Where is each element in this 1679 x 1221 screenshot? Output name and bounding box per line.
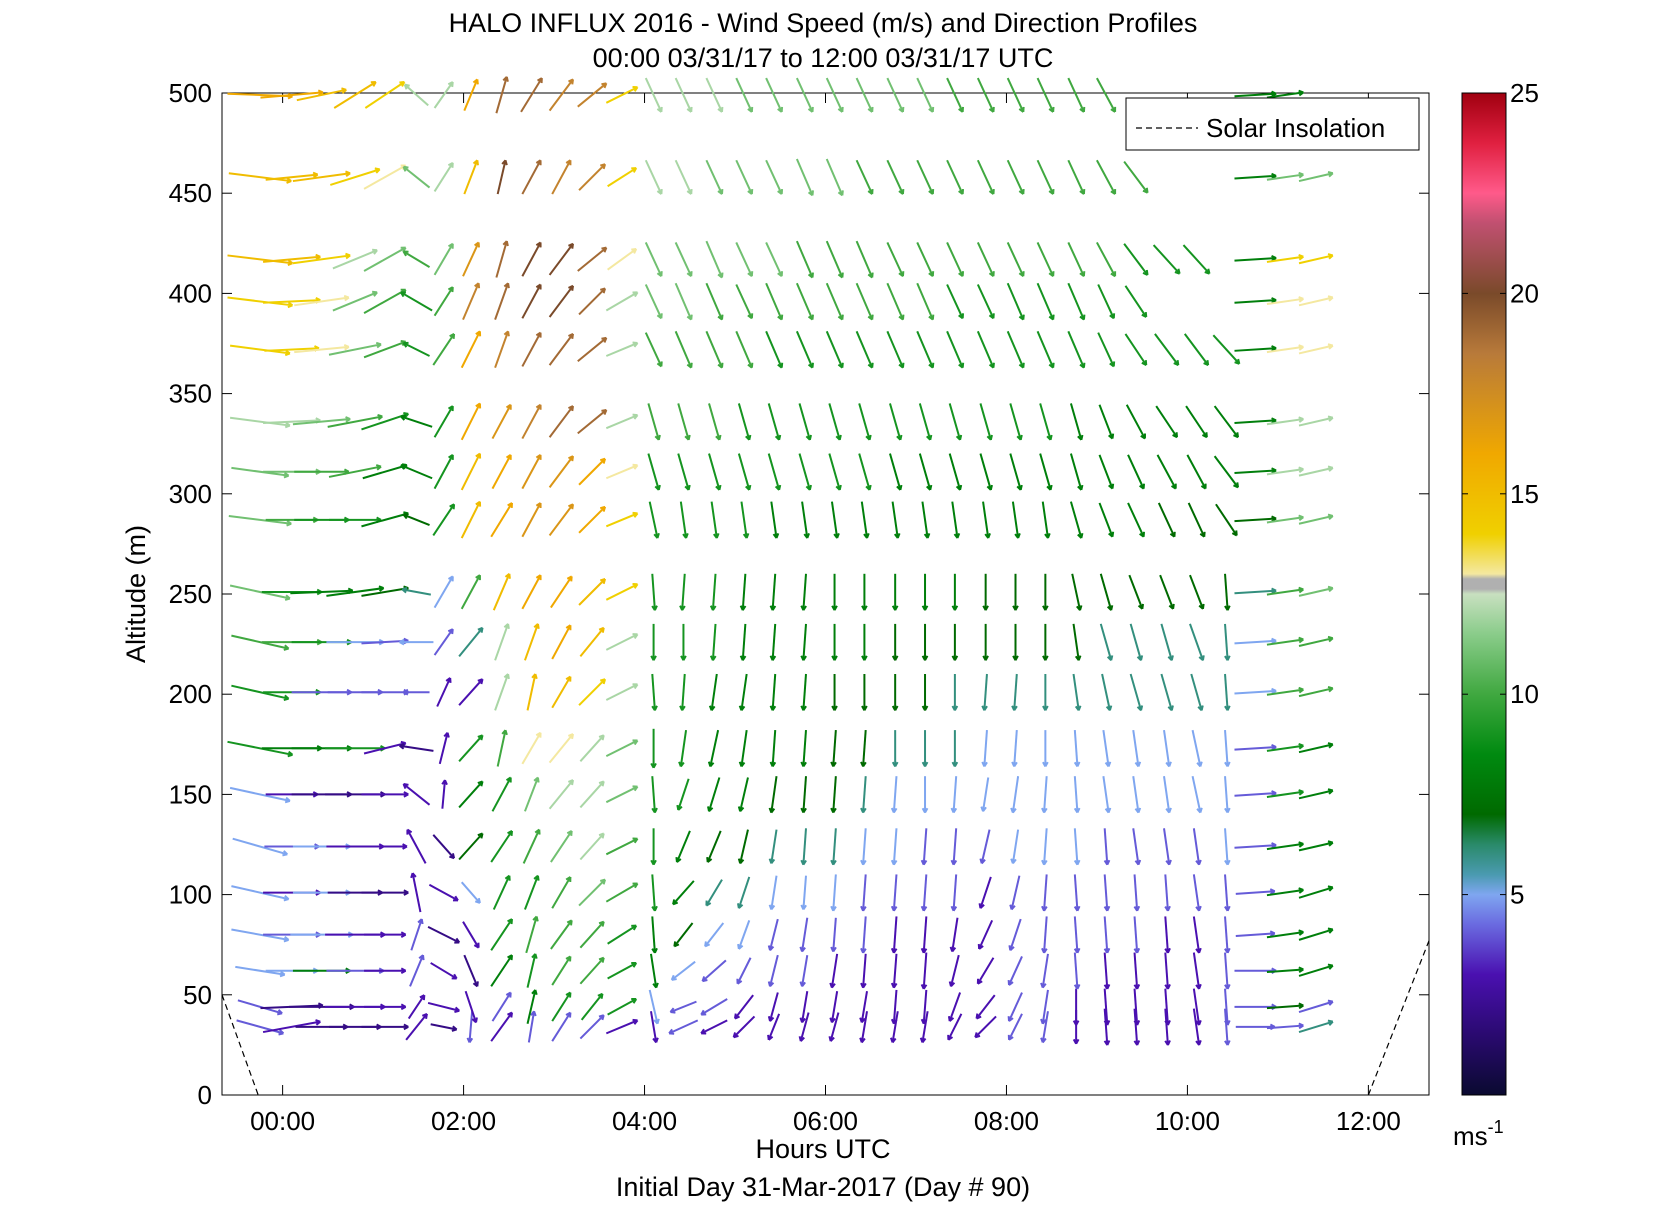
x-axis-sublabel: Initial Day 31-Mar-2017 (Day # 90): [616, 1172, 1030, 1202]
colorbar-tick-label: 5: [1510, 880, 1524, 910]
colorbar-tick-label: 25: [1510, 78, 1539, 108]
y-tick-label: 200: [169, 679, 212, 709]
y-tick-label: 500: [169, 78, 212, 108]
plot-area: [222, 93, 1429, 1095]
y-tick-label: 400: [169, 278, 212, 308]
x-tick-label: 12:00: [1336, 1106, 1401, 1136]
y-tick-label: 450: [169, 178, 212, 208]
x-tick-label: 04:00: [612, 1106, 677, 1136]
x-tick-label: 10:00: [1155, 1106, 1220, 1136]
y-tick-label: 0: [198, 1080, 212, 1110]
colorbar-tick-label: 10: [1510, 679, 1539, 709]
chart-subtitle: 00:00 03/31/17 to 12:00 03/31/17 UTC: [593, 43, 1054, 73]
colorbar-unit-label: ms-1: [1453, 1117, 1504, 1151]
colorbar-tick-label: 15: [1510, 479, 1539, 509]
y-tick-label: 300: [169, 479, 212, 509]
x-tick-label: 02:00: [431, 1106, 496, 1136]
x-tick-label: 00:00: [250, 1106, 315, 1136]
legend: Solar Insolation: [1126, 98, 1419, 150]
x-axis-label: Hours UTC: [755, 1134, 890, 1164]
x-tick-labels: 00:00 02:00 04:00 06:00 08:00 10:00 12:00: [250, 1106, 1401, 1136]
y-tick-label: 350: [169, 379, 212, 409]
y-tick-label: 50: [183, 980, 212, 1010]
y-tick-label: 100: [169, 880, 212, 910]
x-tick-label: 08:00: [974, 1106, 1039, 1136]
y-tick-label: 250: [169, 579, 212, 609]
colorbar-tick-label: 20: [1510, 278, 1539, 308]
x-tick-label: 06:00: [793, 1106, 858, 1136]
y-tick-labels: 0 50 100 150 200 250 300 350 400 450 500: [169, 78, 212, 1110]
y-axis-label: Altitude (m): [121, 525, 151, 663]
colorbar: [1462, 93, 1506, 1095]
y-tick-label: 150: [169, 779, 212, 809]
chart-title: HALO INFLUX 2016 - Wind Speed (m/s) and …: [449, 8, 1198, 38]
legend-entry-solar-insolation: Solar Insolation: [1206, 113, 1385, 143]
